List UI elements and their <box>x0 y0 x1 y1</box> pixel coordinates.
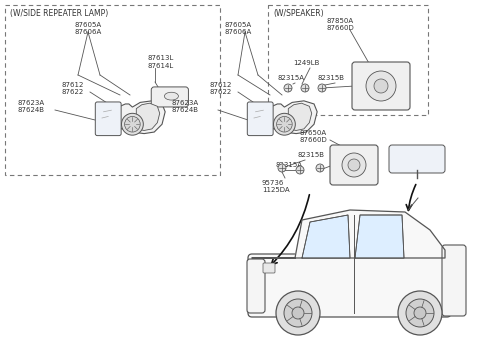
Text: 87623A
87624B: 87623A 87624B <box>18 100 45 114</box>
Circle shape <box>278 164 286 172</box>
Text: 87650A
87660D: 87650A 87660D <box>300 130 328 143</box>
Polygon shape <box>355 215 404 258</box>
FancyBboxPatch shape <box>247 259 265 313</box>
Circle shape <box>284 84 292 92</box>
FancyBboxPatch shape <box>330 145 378 185</box>
Text: 82315A: 82315A <box>276 162 303 168</box>
Text: 85101: 85101 <box>415 148 437 154</box>
Circle shape <box>125 116 140 132</box>
Text: 87612
87622: 87612 87622 <box>62 82 84 95</box>
Text: 82315A: 82315A <box>278 75 305 81</box>
FancyBboxPatch shape <box>263 263 275 273</box>
Polygon shape <box>136 103 160 130</box>
FancyBboxPatch shape <box>352 62 410 110</box>
Ellipse shape <box>374 79 388 93</box>
FancyBboxPatch shape <box>442 245 466 316</box>
Ellipse shape <box>348 159 360 171</box>
Circle shape <box>292 307 304 319</box>
Polygon shape <box>252 210 445 258</box>
Text: (W/SPEAKER): (W/SPEAKER) <box>273 9 324 18</box>
Ellipse shape <box>366 71 396 101</box>
Polygon shape <box>302 215 350 258</box>
FancyBboxPatch shape <box>248 254 451 317</box>
Text: 87605A
87606A: 87605A 87606A <box>224 22 252 35</box>
Circle shape <box>284 299 312 327</box>
Circle shape <box>121 113 144 135</box>
Text: 87613L
87614L: 87613L 87614L <box>148 55 174 69</box>
Circle shape <box>276 291 320 335</box>
Text: 82315B: 82315B <box>298 152 325 158</box>
Circle shape <box>414 307 426 319</box>
Circle shape <box>318 84 326 92</box>
Circle shape <box>398 291 442 335</box>
Text: 87850A
87660D: 87850A 87660D <box>326 18 354 32</box>
Text: (W/SIDE REPEATER LAMP): (W/SIDE REPEATER LAMP) <box>10 9 108 18</box>
Circle shape <box>301 84 309 92</box>
Circle shape <box>276 116 292 132</box>
Bar <box>268 5 428 115</box>
Circle shape <box>316 164 324 172</box>
Text: 95736
1125DA: 95736 1125DA <box>262 180 289 193</box>
Polygon shape <box>288 103 312 130</box>
Text: 87605A
87606A: 87605A 87606A <box>74 22 102 35</box>
FancyBboxPatch shape <box>96 102 121 135</box>
Polygon shape <box>270 101 317 134</box>
FancyBboxPatch shape <box>151 87 189 107</box>
Text: 87623A
87624B: 87623A 87624B <box>172 100 199 114</box>
Text: 82315B: 82315B <box>318 75 345 81</box>
FancyBboxPatch shape <box>389 145 445 173</box>
FancyBboxPatch shape <box>247 102 273 135</box>
Ellipse shape <box>164 92 179 100</box>
Circle shape <box>274 113 295 135</box>
Bar <box>5 5 220 175</box>
Polygon shape <box>119 101 165 134</box>
Ellipse shape <box>342 153 366 177</box>
Circle shape <box>406 299 434 327</box>
Text: 87612
87622: 87612 87622 <box>210 82 232 95</box>
Circle shape <box>296 166 304 174</box>
Text: 1249LB: 1249LB <box>293 60 319 66</box>
